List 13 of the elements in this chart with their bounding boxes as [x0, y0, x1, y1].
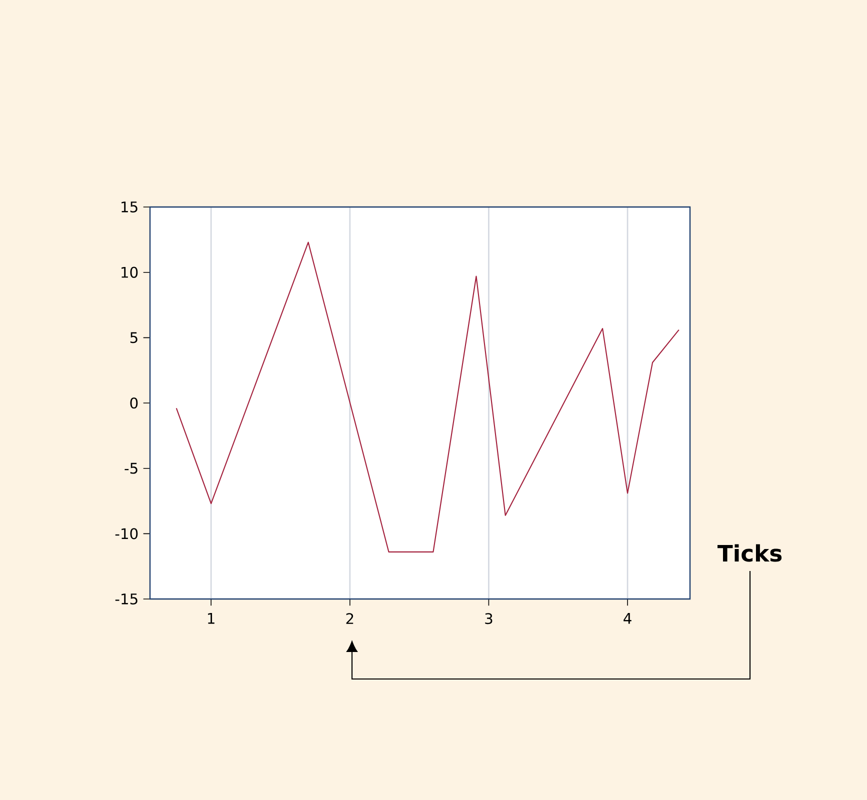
y-tick-label: 5: [130, 332, 138, 344]
y-tick-label: 10: [122, 266, 138, 278]
y-tick-label: -5: [124, 462, 138, 474]
x-tick-label: 3: [485, 613, 492, 624]
x-tick-label: 4: [624, 613, 632, 624]
y-tick-label: 0: [130, 397, 138, 409]
y-tick-label: 15: [122, 202, 138, 212]
text: Ticks: [717, 544, 782, 562]
y-tick-label: -15: [115, 594, 138, 604]
line-series: [176, 242, 680, 552]
y-tick-label: -10: [115, 528, 138, 540]
x-tick-label: 1: [208, 613, 214, 624]
x-tick-label: 2: [346, 613, 354, 624]
